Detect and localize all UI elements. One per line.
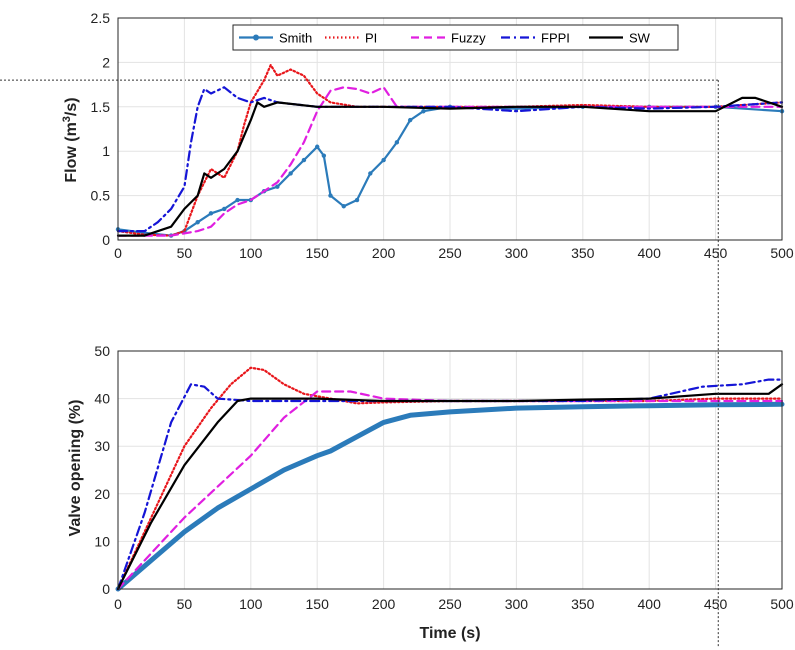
series-line-fppi xyxy=(116,378,784,591)
series-point-smith xyxy=(354,197,360,203)
series-line-fppi xyxy=(116,86,784,233)
x-tick-label: 400 xyxy=(638,596,662,612)
y-tick-label: 2.5 xyxy=(91,10,111,26)
series-line-fuzzy xyxy=(116,390,784,591)
legend-box xyxy=(232,24,679,51)
x-tick-label: 150 xyxy=(306,596,330,612)
y-tick-label: 40 xyxy=(94,391,110,407)
x-tick-label: 300 xyxy=(505,596,529,612)
valve-axes-box xyxy=(117,350,783,590)
flow-panel: 0 50 100 150 200 250 300 350 400 450 500 0 0.5 1 1.5 2… xyxy=(0,10,794,261)
flow-y-axis-label: Flow (m3/s) xyxy=(61,97,80,182)
series-line-smith xyxy=(115,401,785,592)
series-point-smith xyxy=(315,144,320,149)
legend-label-smith: Smith xyxy=(279,31,312,46)
flow-y-tick-labels: 0 0.5 1 1.5 2 2.5 xyxy=(91,10,111,248)
legend-label-sw: SW xyxy=(629,31,651,46)
x-tick-label: 100 xyxy=(239,245,263,261)
x-tick-label: 450 xyxy=(704,596,728,612)
series-point-smith xyxy=(368,171,373,176)
legend-label-fuzzy: Fuzzy xyxy=(451,31,486,46)
series-point-smith xyxy=(195,220,200,225)
x-tick-label: 50 xyxy=(177,245,193,261)
series-point-smith xyxy=(235,197,240,203)
series-point-smith xyxy=(275,184,280,189)
x-tick-label: 500 xyxy=(770,245,794,261)
x-tick-label: 300 xyxy=(505,245,529,261)
x-tick-label: 200 xyxy=(372,596,396,612)
x-tick-label: 500 xyxy=(770,596,794,612)
x-tick-label: 50 xyxy=(177,596,193,612)
series-line-sw xyxy=(116,96,784,237)
y-tick-label: 20 xyxy=(94,486,110,502)
y-tick-label: 0 xyxy=(102,232,110,248)
series-line-fuzzy xyxy=(116,86,784,237)
x-tick-label: 250 xyxy=(438,245,462,261)
y-tick-label: 50 xyxy=(94,343,110,359)
valve-series-lines xyxy=(115,366,785,592)
series-line-sw xyxy=(116,383,784,591)
legend-label-pi: PI xyxy=(365,31,377,46)
series-point-smith xyxy=(208,211,214,216)
y-tick-label: 1 xyxy=(102,143,110,159)
valve-y-tick-labels: 0 10 20 30 40 50 xyxy=(94,343,110,597)
series-point-smith xyxy=(222,206,227,212)
x-tick-label: 150 xyxy=(306,245,330,261)
x-tick-label: 250 xyxy=(438,596,462,612)
valve-panel: 0 50 100 150 200 250 300 350 400 450 500 0 10 20 30 40… xyxy=(67,343,794,642)
series-point-smith xyxy=(301,157,307,163)
y-tick-label: 30 xyxy=(94,438,110,454)
x-tick-label: 350 xyxy=(571,245,595,261)
flow-axes-box xyxy=(117,17,783,241)
x-axis-label: Time (s) xyxy=(419,625,480,642)
series-point-smith xyxy=(421,109,426,114)
legend: Smith PI Fuzzy FPPI SW xyxy=(232,24,679,51)
y-tick-label: 10 xyxy=(94,533,110,549)
flow-grid xyxy=(117,17,783,241)
x-tick-label: 200 xyxy=(372,245,396,261)
flow-x-tick-labels: 0 50 100 150 200 250 300 350 400 450 500 xyxy=(114,245,794,261)
y-tick-label: 1.5 xyxy=(91,99,111,115)
valve-x-tick-labels: 0 50 100 150 200 250 300 350 400 450 500 xyxy=(114,596,794,612)
valve-grid xyxy=(117,350,783,590)
y-tick-label: 0 xyxy=(102,581,110,597)
series-point-smith xyxy=(328,193,333,198)
x-tick-label: 400 xyxy=(638,245,662,261)
x-tick-label: 0 xyxy=(114,596,122,612)
legend-marker-smith xyxy=(253,34,259,41)
series-point-smith xyxy=(394,140,400,145)
x-tick-label: 350 xyxy=(571,596,595,612)
series-point-smith xyxy=(288,171,293,176)
series-point-smith xyxy=(381,157,386,163)
x-tick-label: 0 xyxy=(114,245,122,261)
flow-series-lines xyxy=(115,63,785,238)
y-tick-label: 0.5 xyxy=(91,188,111,204)
x-tick-label: 100 xyxy=(239,596,263,612)
y-tick-label: 2 xyxy=(102,54,110,70)
series-point-smith xyxy=(321,153,327,158)
legend-label-fppi: FPPI xyxy=(541,31,570,46)
valve-y-axis-label: Valve opening (%) xyxy=(67,400,84,537)
series-point-smith xyxy=(341,204,346,209)
x-tick-label: 450 xyxy=(704,245,728,261)
series-point-smith xyxy=(407,117,413,123)
